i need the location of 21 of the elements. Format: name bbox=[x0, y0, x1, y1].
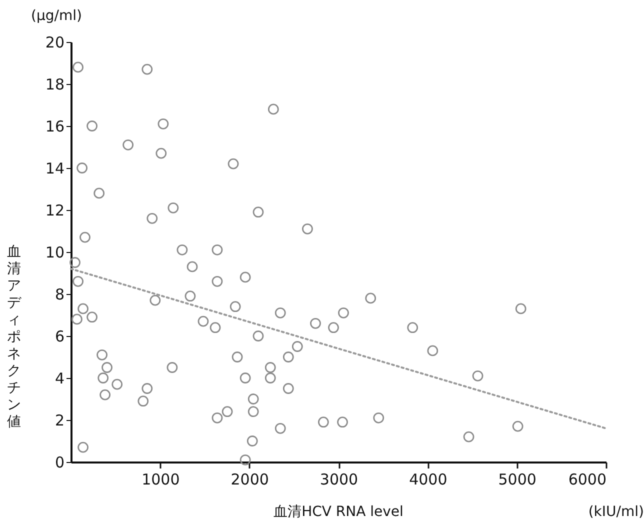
x-tick-label: 5000 bbox=[498, 470, 536, 488]
x-tick-label: 1000 bbox=[142, 470, 180, 488]
y-tick-label: 12 bbox=[45, 202, 64, 220]
text: (kIU/ml) bbox=[588, 504, 644, 520]
y-tick-label: 4 bbox=[54, 370, 64, 388]
y-tick-label: 6 bbox=[54, 328, 64, 346]
y-tick-label: 16 bbox=[45, 118, 64, 136]
y-tick-label: 8 bbox=[54, 286, 64, 304]
text: 血清アディポネクチン値 bbox=[7, 244, 21, 430]
x-tick-label: 6000 bbox=[568, 470, 606, 488]
y-tick-label: 18 bbox=[45, 76, 64, 94]
y-tick-label: 14 bbox=[45, 160, 64, 178]
y-tick-label: 2 bbox=[54, 412, 64, 430]
y-tick-label: 20 bbox=[45, 34, 64, 52]
x-tick-label: 4000 bbox=[409, 470, 448, 488]
x-tick-label: 3000 bbox=[320, 470, 358, 488]
x-axis-title: 血清HCV RNA level bbox=[274, 504, 404, 520]
y-tick-label: 10 bbox=[45, 244, 64, 262]
x-tick-label: 2000 bbox=[230, 470, 269, 488]
y-tick-label: 0 bbox=[54, 454, 64, 472]
text: (μg/ml) bbox=[31, 8, 82, 24]
